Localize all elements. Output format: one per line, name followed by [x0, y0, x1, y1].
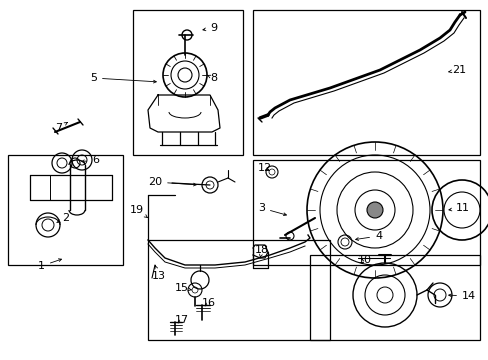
- Text: 17: 17: [175, 315, 189, 325]
- Text: 15: 15: [175, 283, 191, 293]
- Text: 1: 1: [38, 259, 61, 271]
- Text: 2: 2: [57, 213, 69, 223]
- Bar: [148, 240, 329, 340]
- Text: 20: 20: [148, 177, 196, 187]
- Bar: [309, 255, 479, 340]
- Text: 9: 9: [203, 23, 217, 33]
- Text: 19: 19: [130, 205, 147, 217]
- Circle shape: [366, 202, 382, 218]
- Text: 7: 7: [55, 122, 67, 133]
- Text: 11: 11: [448, 203, 469, 213]
- Text: 4: 4: [355, 231, 381, 241]
- Bar: [252, 10, 479, 155]
- Text: 8: 8: [207, 73, 217, 83]
- Text: 21: 21: [448, 65, 465, 75]
- Text: 10: 10: [357, 255, 371, 265]
- Text: 14: 14: [448, 291, 475, 301]
- Text: 12: 12: [258, 163, 271, 173]
- Bar: [252, 160, 479, 265]
- Text: 16: 16: [202, 298, 216, 308]
- Text: 6: 6: [81, 155, 99, 165]
- Bar: [133, 10, 243, 155]
- Text: 13: 13: [152, 266, 165, 281]
- Text: 3: 3: [258, 203, 286, 216]
- Bar: [8, 155, 123, 265]
- Text: 18: 18: [254, 245, 268, 258]
- Text: 5: 5: [90, 73, 156, 83]
